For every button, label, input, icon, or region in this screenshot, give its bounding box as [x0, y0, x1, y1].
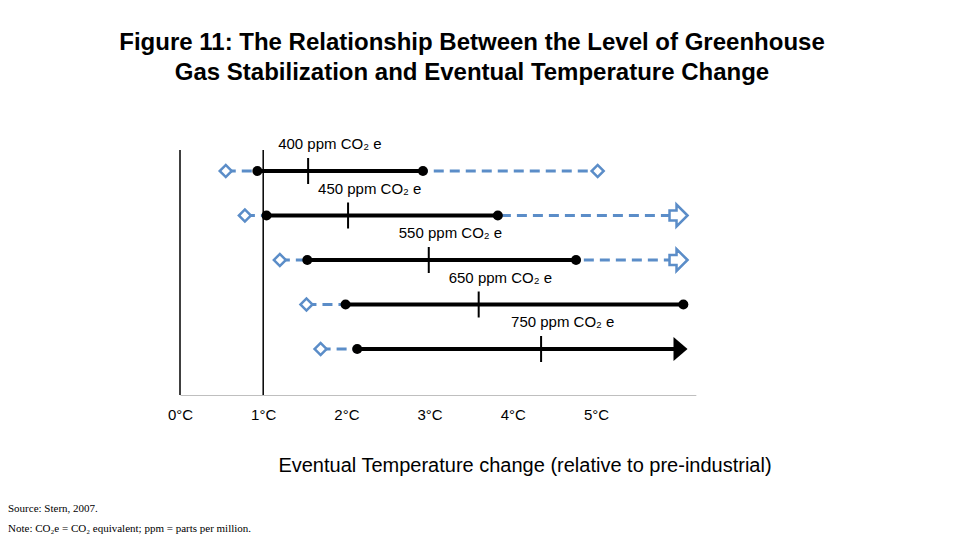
diamond-marker: [239, 209, 251, 221]
axis-line: [181, 395, 697, 396]
category-label: 550 ppm CO₂ e: [399, 224, 502, 241]
central-tick: [347, 203, 349, 229]
tick-label: 2°C: [334, 406, 359, 423]
tick: 5°C: [584, 395, 609, 423]
title-line: Figure 11: The Relationship Between the …: [119, 28, 824, 55]
central-tick: [428, 247, 430, 273]
dot-marker: [678, 300, 688, 310]
range-line-dashed: [280, 259, 676, 262]
category-label: 650 ppm CO₂ e: [449, 269, 552, 286]
range-line-solid: [257, 169, 423, 173]
diamond-marker: [315, 343, 327, 355]
dot-marker: [352, 344, 362, 354]
range-line-dashed: [226, 170, 598, 173]
tick-label: 5°C: [584, 406, 609, 423]
range-line-dashed: [245, 214, 676, 217]
diamond-marker: [274, 254, 286, 266]
category-label: 450 ppm CO₂ e: [318, 180, 421, 197]
diamond-marker: [300, 298, 312, 310]
plot-area: [180, 150, 688, 395]
reference-line: [179, 150, 181, 395]
note: Note: CO₂e = CO₂ equivalent; ppm = parts…: [8, 522, 251, 534]
tick-label: 4°C: [501, 406, 526, 423]
tick: 2°C: [334, 395, 359, 423]
dot-marker: [252, 166, 262, 176]
tick-label: 1°C: [251, 406, 276, 423]
chart: Figure 11: The Relationship Between the …: [0, 0, 960, 540]
central-tick: [307, 158, 309, 184]
central-tick: [540, 336, 542, 362]
source: Source: Stern, 2007.: [8, 502, 98, 514]
title-line: Gas Stabilization and Eventual Temperatu…: [175, 58, 769, 85]
dot-marker: [571, 255, 581, 265]
dot-marker: [302, 255, 312, 265]
tick-label: 3°C: [418, 406, 443, 423]
tick: 0°C: [168, 395, 193, 423]
range-line-solid: [267, 214, 498, 218]
arrow-head: [674, 337, 688, 361]
diamond-marker: [220, 165, 232, 177]
tick: 1°C: [251, 395, 276, 423]
diamond-marker: [592, 165, 604, 177]
central-tick: [478, 292, 480, 318]
x-axis: 0°C 1°C 2°C 3°C 4°C 5°C: [168, 395, 696, 423]
dot-marker: [341, 300, 351, 310]
open-arrow: [670, 249, 688, 271]
title: Figure 11: The Relationship Between the …: [119, 28, 824, 85]
range-line-solid: [357, 347, 675, 351]
tick: 3°C: [418, 395, 443, 423]
range-line-solid: [307, 258, 576, 262]
dot-marker: [418, 166, 428, 176]
open-arrow: [670, 205, 688, 227]
reference-line: [262, 150, 264, 395]
dot-marker: [493, 211, 503, 221]
category-label: 400 ppm CO₂ e: [278, 135, 381, 152]
tick: 4°C: [501, 395, 526, 423]
category-label: 750 ppm CO₂ e: [511, 313, 614, 330]
tick-label: 0°C: [168, 406, 193, 423]
x-axis-title: Eventual Temperature change (relative to…: [278, 454, 771, 476]
dot-marker: [262, 211, 272, 221]
range-line-solid: [346, 303, 684, 307]
